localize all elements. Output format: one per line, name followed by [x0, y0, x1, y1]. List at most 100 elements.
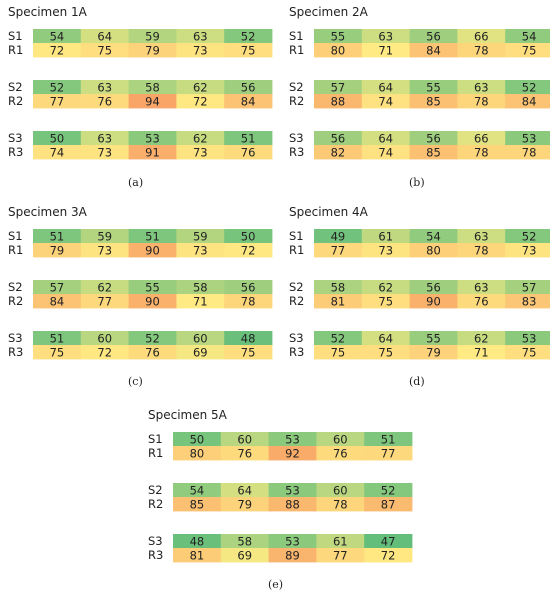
heatmap-cell: [33, 80, 82, 95]
heatmap-cell: [361, 229, 410, 244]
cell-value-label: 63: [474, 230, 489, 244]
heatmap-cell: [364, 497, 413, 512]
cell-value-label: 50: [50, 132, 65, 146]
heatmap-cell: [80, 80, 129, 95]
cell-value-label: 74: [378, 146, 393, 160]
heatmap-cell: [80, 229, 129, 244]
cell-value-label: 85: [426, 95, 441, 109]
heatmap-cell: [173, 548, 222, 563]
cell-value-label: 78: [474, 44, 489, 58]
panel-caption: (c): [128, 375, 143, 388]
cell-value-label: 53: [285, 433, 300, 447]
heatmap-cell: [505, 294, 550, 309]
heatmap-cell: [224, 43, 273, 58]
cell-value-label: 52: [522, 230, 537, 244]
cell-value-label: 59: [145, 30, 160, 44]
cell-value-label: 60: [97, 332, 112, 346]
heatmap-cell: [80, 280, 129, 295]
heatmap-cell: [176, 131, 225, 146]
heatmap-cell: [268, 446, 317, 461]
heatmap-cell: [220, 548, 269, 563]
cell-value-label: 52: [381, 484, 396, 498]
cell-value-label: 78: [474, 244, 489, 258]
heatmap-cell: [128, 145, 177, 160]
heatmap-cell: [457, 29, 506, 44]
cell-value-label: 63: [378, 30, 393, 44]
heatmap-cell: [33, 280, 82, 295]
cell-value-label: 60: [333, 484, 348, 498]
heatmap-cell: [361, 145, 410, 160]
cell-value-label: 80: [426, 244, 441, 258]
cell-value-label: 59: [193, 230, 208, 244]
heatmap-cell: [505, 229, 550, 244]
cell-value-label: 85: [426, 146, 441, 160]
cell-value-label: 56: [241, 281, 256, 295]
cell-value-label: 52: [331, 332, 346, 346]
row-label: R3: [289, 345, 304, 359]
heatmap-cell: [314, 229, 363, 244]
cell-value-label: 73: [97, 146, 112, 160]
heatmap-cell: [505, 94, 550, 109]
cell-value-label: 57: [522, 281, 537, 295]
heatmap-cell: [314, 345, 363, 360]
heatmap-cell: [457, 43, 506, 58]
cell-value-label: 64: [97, 30, 112, 44]
heatmap-cell: [457, 294, 506, 309]
heatmap-cell: [409, 131, 458, 146]
heatmap-cell: [314, 145, 363, 160]
heatmap-cell: [220, 534, 269, 549]
heatmap-cell: [409, 145, 458, 160]
heatmap-cell: [314, 43, 363, 58]
cell-value-label: 79: [237, 498, 252, 512]
cell-value-label: 62: [378, 281, 393, 295]
cell-value-label: 84: [522, 95, 537, 109]
heatmap-cell: [176, 243, 225, 258]
cell-value-label: 53: [285, 484, 300, 498]
heatmap-cell: [457, 229, 506, 244]
heatmap-cell: [409, 345, 458, 360]
cell-value-label: 89: [285, 549, 300, 563]
heatmap-cell: [314, 243, 363, 258]
heatmap-cell: [33, 229, 82, 244]
cell-value-label: 82: [331, 146, 346, 160]
cell-value-label: 73: [193, 146, 208, 160]
heatmap-cell: [316, 483, 365, 498]
heatmap-cell: [361, 243, 410, 258]
cell-value-label: 50: [241, 230, 256, 244]
heatmap-cell: [361, 280, 410, 295]
cell-value-label: 62: [474, 332, 489, 346]
panel-caption: (d): [409, 375, 425, 388]
heatmap-cell: [173, 483, 222, 498]
heatmap-cell: [316, 446, 365, 461]
heatmap-cell: [224, 331, 273, 346]
row-label: S1: [289, 29, 304, 43]
cell-value-label: 64: [378, 81, 393, 95]
cell-value-label: 74: [50, 146, 65, 160]
heatmap-cell: [176, 145, 225, 160]
cell-value-label: 75: [522, 346, 537, 360]
cell-value-label: 88: [285, 498, 300, 512]
cell-value-label: 76: [333, 447, 348, 461]
heatmap-cell: [364, 534, 413, 549]
heatmap-cell: [457, 145, 506, 160]
cell-value-label: 52: [50, 81, 65, 95]
panel-title: Specimen 1A: [8, 5, 87, 19]
row-label: R1: [289, 243, 304, 257]
cell-value-label: 56: [426, 281, 441, 295]
row-label: S3: [148, 534, 163, 548]
heatmap-cell: [505, 29, 550, 44]
cell-value-label: 78: [333, 498, 348, 512]
cell-value-label: 53: [522, 132, 537, 146]
cell-value-label: 57: [50, 281, 65, 295]
cell-value-label: 75: [378, 346, 393, 360]
heatmap-cell: [80, 243, 129, 258]
cell-value-label: 54: [50, 30, 65, 44]
heatmap-cell: [176, 229, 225, 244]
cell-value-label: 84: [426, 44, 441, 58]
heatmap-cell: [457, 80, 506, 95]
cell-value-label: 76: [241, 146, 256, 160]
heatmap-cell: [316, 548, 365, 563]
heatmap: S1 51 59 51 59 50 R1 79 73 90 73 72 S2 57 62 55 58 56 R2 84…: [8, 229, 273, 360]
cell-value-label: 88: [331, 95, 346, 109]
cell-value-label: 73: [193, 44, 208, 58]
